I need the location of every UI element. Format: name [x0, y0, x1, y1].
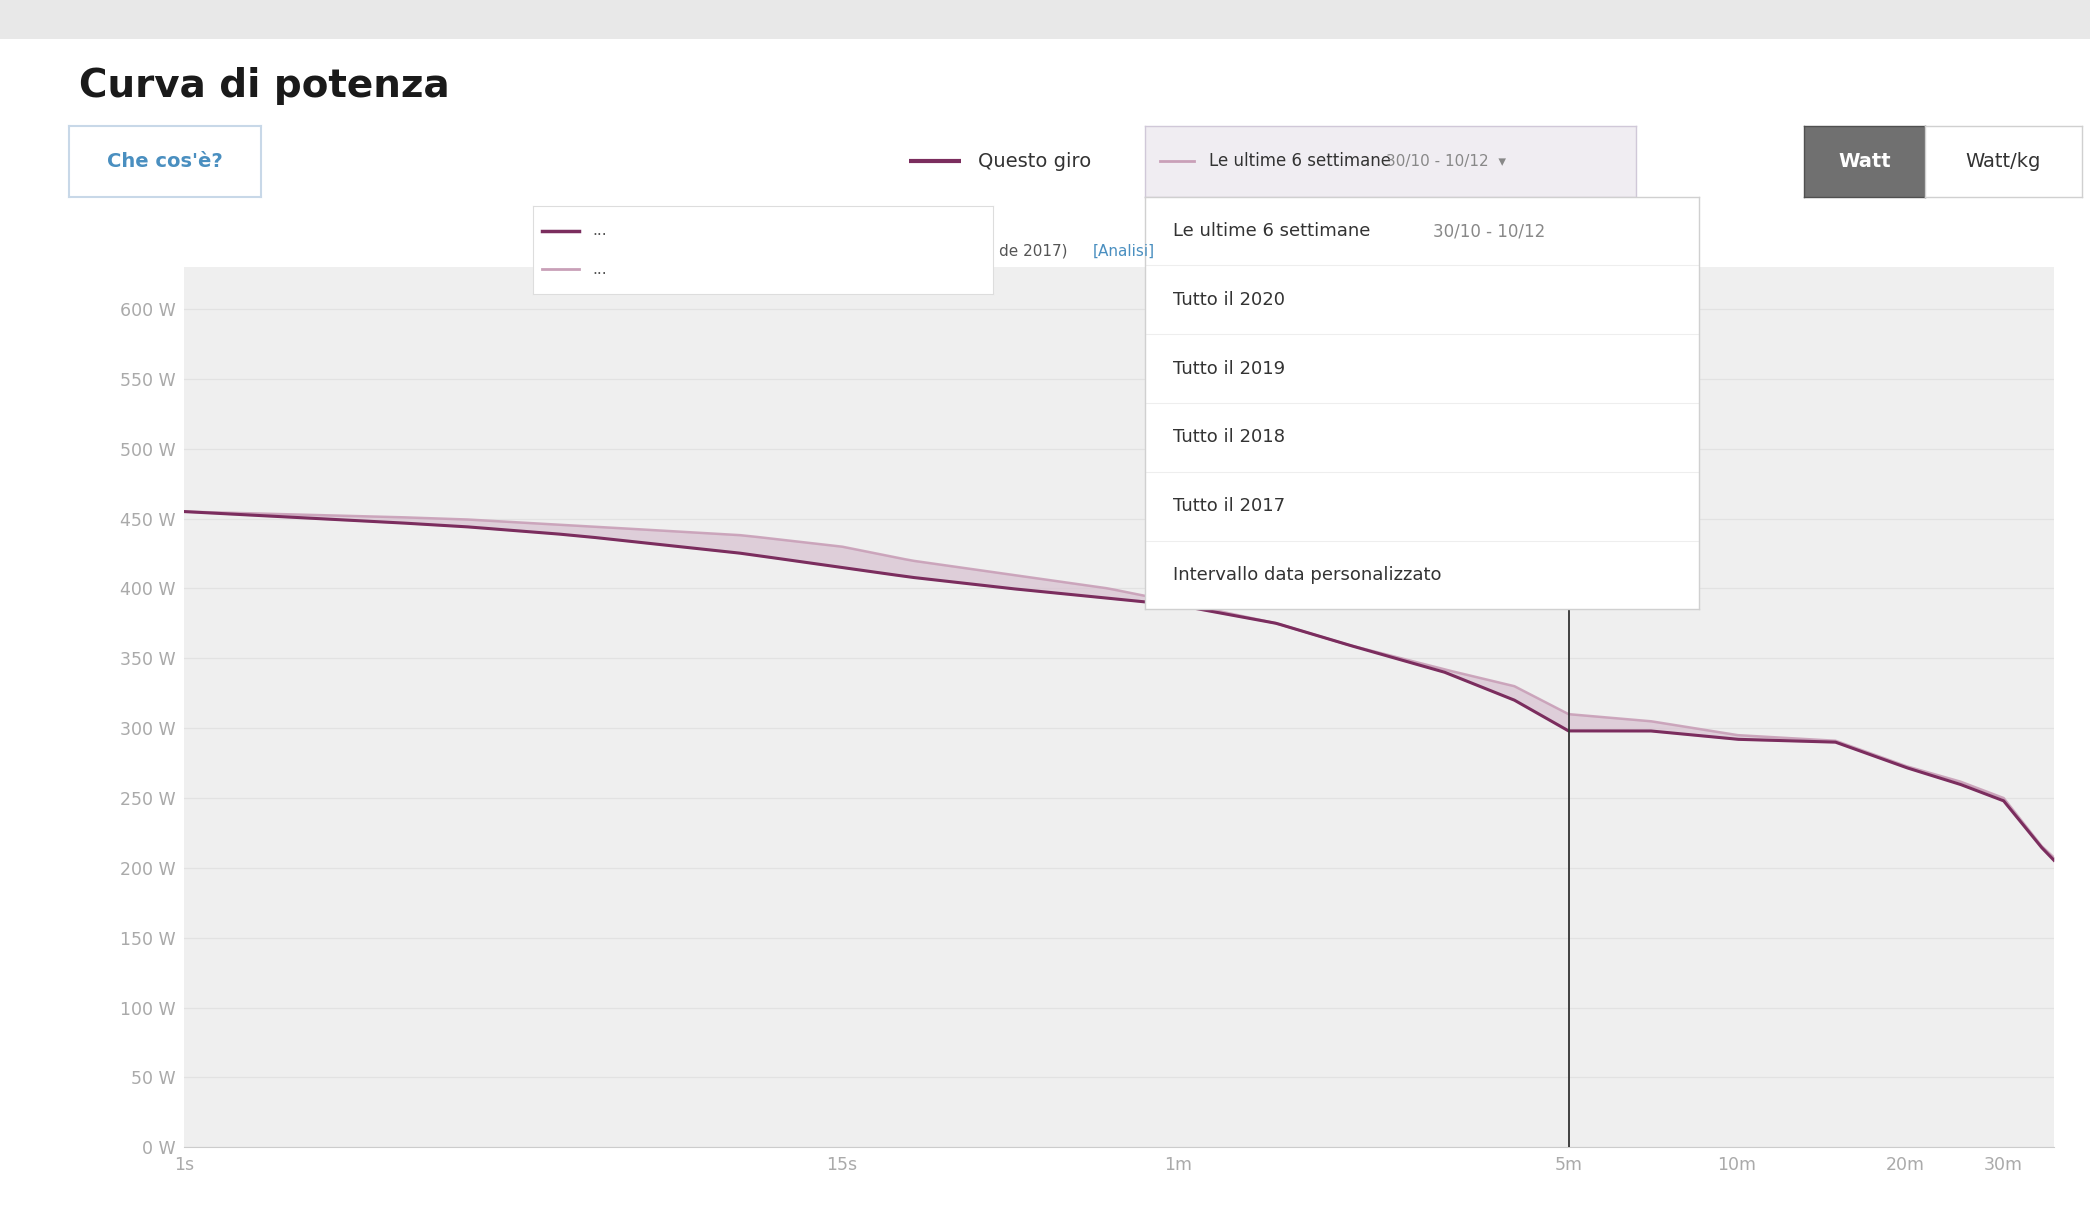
Text: 30/10 - 10/12  ▾: 30/10 - 10/12 ▾ [1386, 154, 1507, 169]
Text: [Analisi]: [Analisi] [1093, 244, 1156, 259]
Text: de 2017): de 2017) [999, 244, 1072, 259]
Text: 4:46: 4:46 [1519, 295, 1563, 314]
Text: 30/10 - 10/12: 30/10 - 10/12 [1434, 222, 1547, 240]
Text: ...: ... [594, 223, 608, 238]
Text: Tutto il 2017: Tutto il 2017 [1172, 498, 1285, 515]
Text: Intervallo data personalizzato: Intervallo data personalizzato [1172, 566, 1442, 584]
Text: Tutto il 2019: Tutto il 2019 [1172, 359, 1285, 378]
Text: Watt: Watt [1837, 152, 1891, 171]
Text: Le ultime 6 settimane: Le ultime 6 settimane [1210, 153, 1402, 170]
Text: Le ultime 6 settimane: Le ultime 6 settimane [1172, 222, 1375, 240]
Text: Questo giro: Questo giro [978, 152, 1091, 171]
Text: Tutto il 2020: Tutto il 2020 [1172, 291, 1285, 308]
Text: Che cos'è?: Che cos'è? [107, 152, 224, 171]
Text: Curva di potenza: Curva di potenza [79, 67, 449, 104]
Text: ...: ... [594, 262, 608, 277]
Text: Watt/kg: Watt/kg [1965, 152, 2042, 171]
Text: Tutto il 2018: Tutto il 2018 [1172, 429, 1285, 447]
